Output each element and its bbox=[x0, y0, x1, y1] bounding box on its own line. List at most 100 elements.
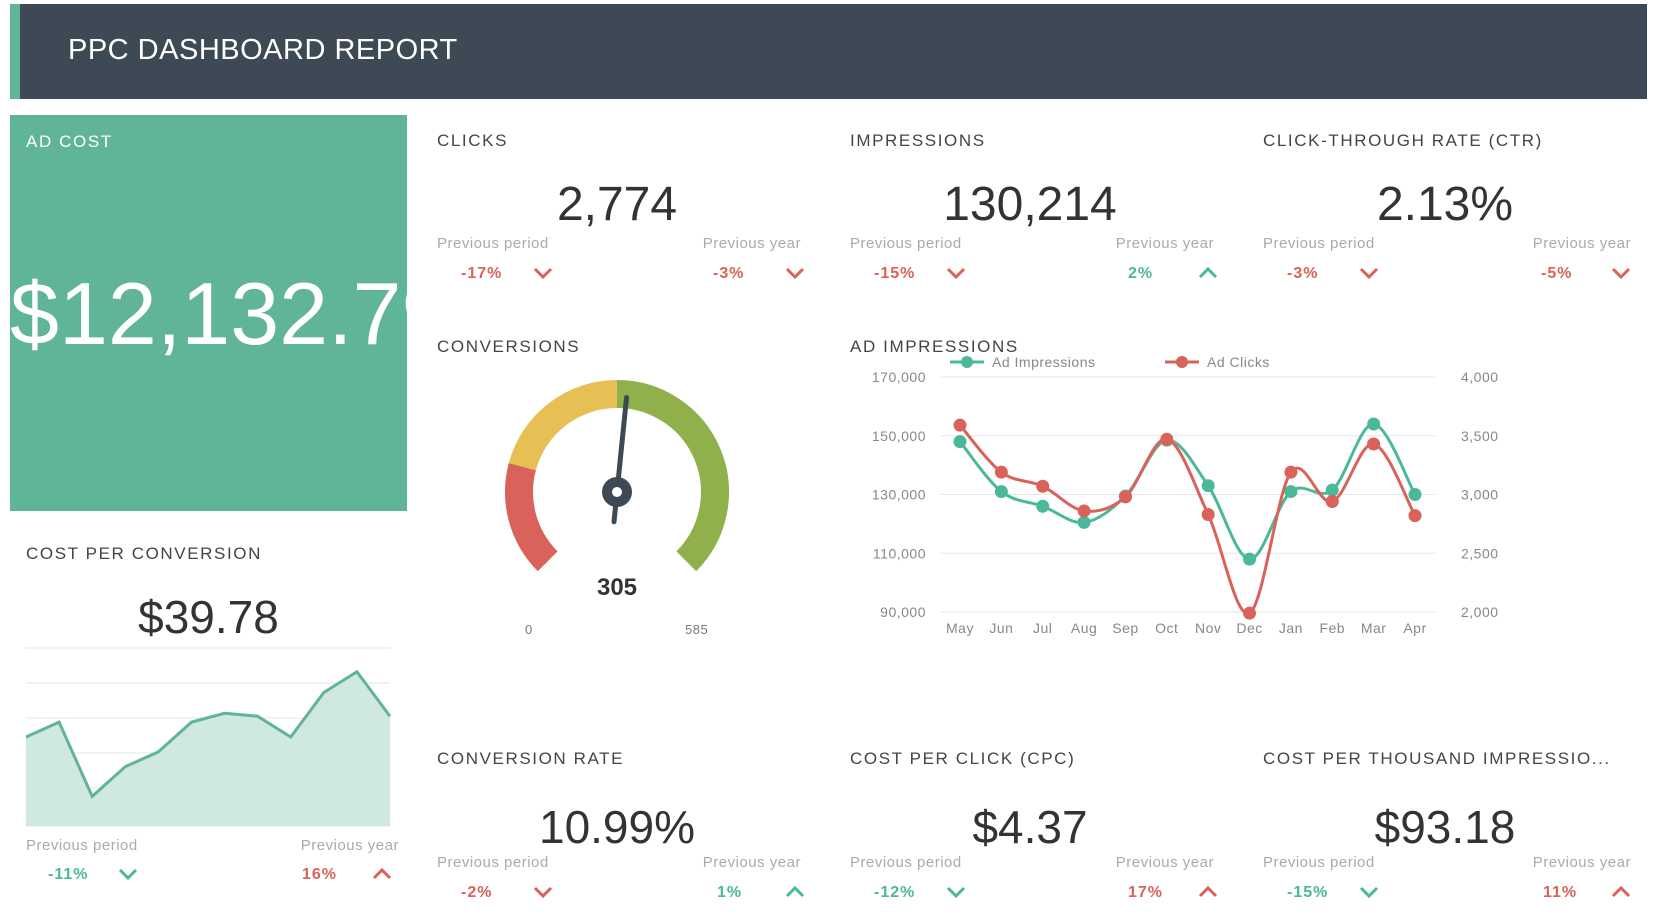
conversion-rate-card[interactable]: CONVERSION RATE 10.99% Previous period P… bbox=[417, 735, 817, 922]
data-point-ad-clicks[interactable] bbox=[1243, 606, 1257, 620]
y-left-tick-label: 130,000 bbox=[872, 487, 926, 503]
x-tick-label: May bbox=[946, 620, 974, 636]
prev-period-change: -3% bbox=[1287, 265, 1319, 282]
data-point-ad-impressions[interactable] bbox=[953, 435, 967, 449]
x-tick-label: Jun bbox=[989, 620, 1013, 636]
data-point-ad-impressions[interactable] bbox=[1036, 499, 1050, 513]
conversions-card[interactable]: CONVERSIONS 305 0 585 bbox=[417, 322, 817, 717]
gauge-hub-center bbox=[612, 487, 622, 497]
x-tick-label: Sep bbox=[1112, 620, 1138, 636]
x-tick-label: Apr bbox=[1403, 620, 1426, 636]
chevron-down-icon bbox=[1359, 267, 1379, 279]
prev-year-change: 16% bbox=[302, 866, 338, 883]
x-tick-label: Oct bbox=[1155, 620, 1178, 636]
prev-year-label: Previous year bbox=[702, 235, 801, 252]
cost-per-conversion-card[interactable]: COST PER CONVERSION $39.78 Previous peri… bbox=[10, 530, 407, 920]
dashboard-header: PPC DASHBOARD REPORT bbox=[10, 4, 1647, 99]
prev-period-change: -15% bbox=[1287, 884, 1329, 901]
prev-year-change: -3% bbox=[713, 265, 745, 282]
chevron-up-icon bbox=[1198, 267, 1218, 279]
data-point-ad-clicks[interactable] bbox=[1036, 479, 1050, 493]
ctr-title: CLICK-THROUGH RATE (CTR) bbox=[1263, 131, 1543, 150]
data-point-ad-impressions[interactable] bbox=[1408, 488, 1422, 501]
legend-marker bbox=[1176, 356, 1188, 368]
ad-impressions-chart: 170,000 150,000 130,000 110,000 90,000 4,000 3… bbox=[872, 354, 1499, 636]
chevron-down-icon bbox=[1359, 886, 1379, 898]
prev-year-label: Previous year bbox=[1532, 854, 1631, 871]
ad-impressions-card[interactable]: AD IMPRESSIONS 170,000 150,000 130,000 110,… bbox=[830, 322, 1647, 717]
cpm-value: $93.18 bbox=[1374, 801, 1516, 853]
cost-per-conversion-value: $39.78 bbox=[138, 591, 279, 643]
data-point-ad-clicks[interactable] bbox=[1367, 437, 1381, 451]
clicks-title: CLICKS bbox=[437, 131, 509, 150]
x-tick-label: Jul bbox=[1033, 620, 1052, 636]
impressions-value: 130,214 bbox=[943, 178, 1117, 231]
cpc-card[interactable]: COST PER CLICK (CPC) $4.37 Previous peri… bbox=[830, 735, 1230, 922]
prev-year-label: Previous year bbox=[300, 837, 399, 854]
chevron-down-icon bbox=[946, 267, 966, 279]
data-point-ad-clicks[interactable] bbox=[1201, 507, 1215, 521]
data-point-ad-clicks[interactable] bbox=[1077, 504, 1091, 518]
ctr-value: 2.13% bbox=[1376, 178, 1514, 231]
ad-impressions-title: AD IMPRESSIONS bbox=[850, 337, 1019, 356]
data-point-ad-clicks[interactable] bbox=[1160, 432, 1174, 446]
data-point-ad-impressions[interactable] bbox=[1201, 479, 1215, 493]
data-point-ad-clicks[interactable] bbox=[953, 418, 967, 432]
y-left-tick-label: 110,000 bbox=[873, 545, 926, 561]
chevron-down-icon bbox=[1611, 267, 1631, 279]
x-tick-label: Nov bbox=[1195, 620, 1221, 636]
y-left-tick-label: 170,000 bbox=[872, 369, 926, 385]
ad-cost-card[interactable]: AD COST $12,132.79 bbox=[10, 115, 451, 511]
ad-cost-value: $12,132.79 bbox=[10, 264, 451, 363]
y-left-tick-label: 90,000 bbox=[880, 604, 926, 620]
data-point-ad-clicks[interactable] bbox=[994, 465, 1008, 479]
ctr-card[interactable]: CLICK-THROUGH RATE (CTR) 2.13% Previous … bbox=[1243, 115, 1647, 310]
impressions-title: IMPRESSIONS bbox=[850, 131, 986, 150]
prev-year-change: 17% bbox=[1128, 884, 1164, 901]
data-point-ad-impressions[interactable] bbox=[1243, 552, 1257, 566]
clicks-card[interactable]: CLICKS 2,774 Previous period Previous ye… bbox=[417, 115, 817, 310]
data-point-ad-clicks[interactable] bbox=[1284, 465, 1298, 479]
prev-year-change: -5% bbox=[1541, 265, 1573, 282]
impressions-card[interactable]: IMPRESSIONS 130,214 Previous period Prev… bbox=[830, 115, 1230, 310]
prev-year-change: 1% bbox=[717, 884, 743, 901]
prev-year-change: 11% bbox=[1543, 884, 1578, 901]
conversions-value: 305 bbox=[596, 574, 638, 601]
page-title: PPC DASHBOARD REPORT bbox=[68, 34, 458, 66]
clicks-value: 2,774 bbox=[556, 178, 678, 231]
gauge-min-label: 0 bbox=[525, 622, 533, 637]
cpm-card[interactable]: COST PER THOUSAND IMPRESSIO... $93.18 Pr… bbox=[1243, 735, 1647, 922]
legend-entry[interactable]: Ad Impressions bbox=[992, 354, 1095, 370]
chevron-down-icon bbox=[533, 886, 553, 898]
prev-period-label: Previous period bbox=[26, 837, 138, 854]
chevron-up-icon bbox=[1611, 886, 1631, 898]
prev-period-label: Previous period bbox=[437, 854, 549, 871]
y-right-tick-label: 2,500 bbox=[1461, 545, 1499, 561]
gauge-segment-high bbox=[616, 380, 729, 572]
sparkline-area bbox=[26, 671, 390, 826]
prev-period-change: -11% bbox=[48, 866, 89, 883]
prev-period-change: -12% bbox=[874, 884, 916, 901]
data-point-ad-impressions[interactable] bbox=[1077, 515, 1091, 529]
conversion-rate-title: CONVERSION RATE bbox=[437, 749, 625, 768]
data-point-ad-clicks[interactable] bbox=[1118, 490, 1132, 504]
legend-entry[interactable]: Ad Clicks bbox=[1207, 354, 1270, 370]
cost-per-conversion-sparkline bbox=[25, 647, 392, 827]
data-point-ad-clicks[interactable] bbox=[1408, 509, 1422, 523]
data-point-ad-impressions[interactable] bbox=[1367, 417, 1381, 431]
chevron-up-icon bbox=[785, 886, 805, 898]
prev-year-label: Previous year bbox=[1532, 235, 1631, 252]
data-point-ad-clicks[interactable] bbox=[1325, 495, 1339, 509]
prev-period-label: Previous period bbox=[1263, 854, 1375, 871]
sparkline-line bbox=[25, 669, 392, 799]
cost-per-conversion-title: COST PER CONVERSION bbox=[26, 544, 263, 563]
conversions-gauge bbox=[505, 380, 729, 572]
prev-period-label: Previous period bbox=[1263, 235, 1375, 252]
series-line-ad-impressions bbox=[958, 422, 1417, 561]
data-point-ad-impressions[interactable] bbox=[994, 485, 1008, 499]
gauge-segment-mid bbox=[508, 380, 618, 471]
data-point-ad-impressions[interactable] bbox=[1284, 485, 1298, 499]
prev-year-label: Previous year bbox=[1115, 235, 1214, 252]
data-point-ad-impressions[interactable] bbox=[1325, 483, 1339, 497]
ad-cost-title: AD COST bbox=[26, 132, 113, 151]
